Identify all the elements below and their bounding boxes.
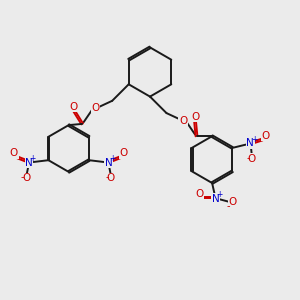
Text: O: O: [229, 197, 237, 207]
Text: O: O: [70, 102, 78, 112]
Text: O: O: [10, 148, 18, 158]
Text: O: O: [261, 131, 269, 141]
Text: N: N: [212, 194, 220, 204]
Text: N: N: [247, 138, 254, 148]
Text: +: +: [109, 154, 115, 163]
Text: -: -: [246, 153, 250, 163]
Text: N: N: [105, 158, 112, 168]
Text: O: O: [107, 173, 115, 183]
Text: N: N: [25, 158, 33, 168]
Text: +: +: [216, 190, 223, 199]
Text: +: +: [251, 135, 257, 144]
Text: O: O: [191, 112, 199, 122]
Text: O: O: [195, 189, 203, 199]
Text: -: -: [21, 172, 24, 182]
Text: O: O: [92, 103, 100, 113]
Text: -: -: [226, 201, 230, 211]
Text: O: O: [179, 116, 187, 126]
Text: +: +: [29, 154, 36, 163]
Text: -: -: [105, 172, 109, 182]
Text: O: O: [119, 148, 128, 158]
Text: O: O: [22, 173, 31, 183]
Text: O: O: [248, 154, 256, 164]
